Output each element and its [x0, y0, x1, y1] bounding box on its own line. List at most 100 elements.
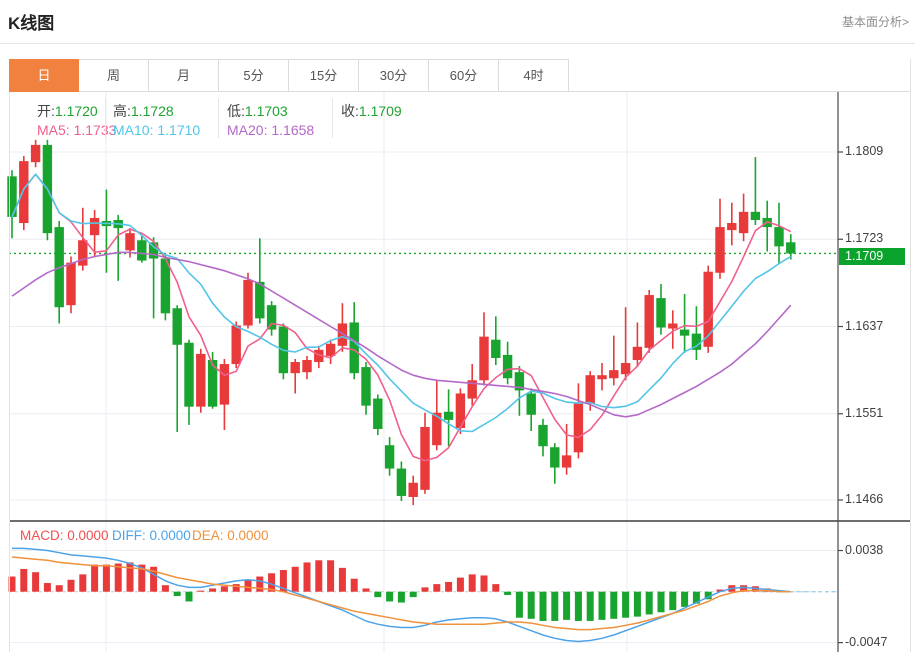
macd-histogram-bar — [20, 568, 28, 592]
macd-histogram-bar — [43, 583, 51, 592]
macd-histogram-bar — [185, 591, 193, 602]
candle-body — [325, 343, 336, 356]
candle-body — [502, 354, 513, 379]
tab-15min[interactable]: 15分 — [289, 59, 359, 92]
tab-30min[interactable]: 30分 — [359, 59, 429, 92]
tab-week[interactable]: 周 — [79, 59, 149, 92]
candle-body — [148, 242, 159, 259]
macd-histogram-bar — [574, 591, 582, 621]
macd-histogram-bar — [433, 584, 441, 592]
candle-body — [302, 359, 312, 373]
macd-histogram-bar — [468, 574, 476, 592]
candle-body — [243, 279, 253, 326]
candle-body — [231, 325, 241, 365]
dea-value: DEA: 0.0000 — [192, 528, 269, 543]
macd-histogram-bar — [740, 585, 748, 592]
macd-histogram-bar — [669, 591, 677, 611]
price-axis-tick: 1.1723 — [845, 231, 884, 246]
candle-body — [255, 281, 265, 319]
tab-5min[interactable]: 5分 — [219, 59, 289, 92]
tab-month[interactable]: 月 — [149, 59, 219, 92]
tab-day[interactable]: 日 — [9, 59, 79, 92]
ohlc-legend-high: 高:1.1728 — [113, 101, 174, 121]
candle-body — [290, 362, 300, 374]
macd-histogram-bar — [409, 591, 417, 598]
macd-histogram-bar — [421, 587, 429, 592]
tab-60min[interactable]: 60分 — [429, 59, 499, 92]
macd-histogram-bar — [79, 574, 87, 592]
header-divider — [0, 43, 915, 44]
fundamental-analysis-link[interactable]: 基本面分析> — [841, 15, 909, 29]
macd-histogram-bar — [279, 570, 287, 592]
candle-body — [408, 482, 418, 497]
macd-histogram-bar — [350, 578, 358, 592]
candle-body — [467, 380, 477, 399]
macd-histogram-bar — [220, 586, 228, 592]
candle-body — [66, 262, 76, 306]
macd-histogram-bar — [563, 591, 571, 620]
price-axis-tick: 1.1637 — [845, 318, 884, 333]
candle-body — [207, 359, 218, 407]
open-value: 1.1720 — [54, 103, 98, 119]
macd-histogram-bar — [657, 591, 665, 613]
ma5-line — [11, 173, 792, 462]
candle-body — [668, 323, 678, 329]
candle-body — [715, 227, 725, 273]
candle-body — [30, 144, 41, 163]
candle-body — [314, 349, 324, 363]
macd-histogram-bar — [704, 591, 712, 600]
low-label: 低: — [227, 103, 245, 119]
ma5-value: MA5: 1.1733 — [37, 122, 117, 138]
candle-body — [184, 342, 194, 407]
page-title: K线图 — [8, 14, 55, 33]
macd-histogram-bar — [91, 564, 99, 592]
low-value: 1.1703 — [244, 103, 288, 119]
diff-line — [12, 547, 791, 643]
price-axis-tick: 1.1551 — [845, 405, 884, 420]
candle-body — [196, 353, 206, 407]
ohlc-legend: 开:1.1720 — [37, 101, 98, 121]
candle-body — [160, 258, 171, 314]
candle-body — [172, 308, 182, 345]
macd-histogram-bar — [102, 564, 110, 592]
macd-histogram-bar — [386, 591, 394, 602]
macd-histogram-bar — [114, 563, 122, 592]
candle-body — [550, 447, 560, 468]
macd-histogram-bar — [622, 591, 630, 618]
macd-histogram-bar — [256, 576, 264, 592]
macd-histogram-bar — [315, 560, 323, 592]
macd-axis-tick: 0.0038 — [845, 542, 884, 557]
candle-body — [514, 372, 525, 391]
macd-histogram-bar — [492, 584, 500, 592]
macd-histogram-bar — [32, 572, 40, 592]
candle-body — [738, 211, 749, 234]
candle-body — [632, 346, 643, 360]
candle-body — [620, 363, 631, 375]
macd-histogram-bar — [327, 560, 335, 592]
macd-histogram-bar — [645, 591, 653, 615]
legend-separator — [105, 98, 106, 138]
ma10-line — [11, 173, 792, 433]
macd-histogram-bar — [633, 591, 641, 617]
candle-body — [337, 323, 348, 346]
macd-histogram-bar — [67, 579, 75, 592]
macd-histogram-bar — [209, 588, 217, 592]
dea-line — [11, 556, 791, 631]
candle-body — [137, 240, 147, 261]
candle-body — [561, 455, 572, 468]
macd-histogram-bar — [445, 581, 453, 592]
macd-histogram-bar — [551, 591, 559, 621]
macd-histogram-bar — [456, 577, 464, 592]
candle-body — [585, 375, 595, 404]
macd-axis-tick: -0.0047 — [845, 634, 888, 649]
candle-body — [573, 403, 584, 453]
open-label: 开: — [37, 103, 55, 119]
high-value: 1.1728 — [130, 103, 174, 119]
high-label: 高: — [113, 103, 131, 119]
legend-separator — [332, 98, 333, 138]
macd-histogram-bar — [539, 591, 547, 621]
tab-4hour[interactable]: 4时 — [499, 59, 569, 92]
candle-body — [727, 223, 737, 231]
candle-body — [7, 176, 17, 217]
